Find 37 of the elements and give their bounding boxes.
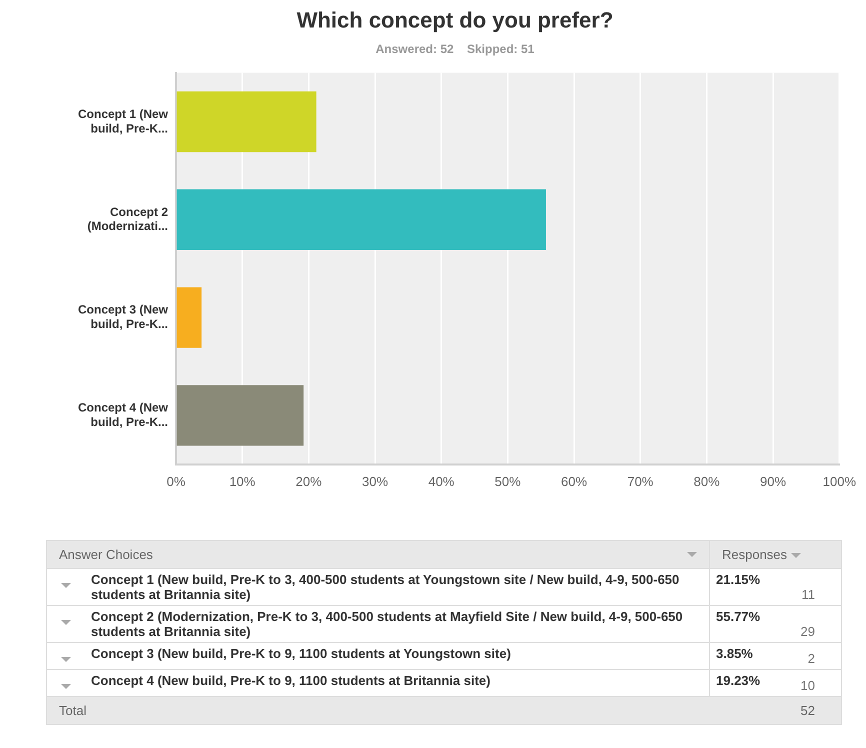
chart-title: Which concept do you prefer?	[296, 7, 614, 32]
text: 21.15%	[716, 572, 760, 587]
text: 3.85%	[716, 646, 753, 661]
text: Total	[59, 703, 86, 718]
y-tick-label: Concept 3 (New build, Pre-K...	[78, 302, 169, 332]
x-tick-label: 60%	[561, 474, 588, 489]
chart-subtitle: Answered: 52 Skipped: 51	[376, 42, 535, 56]
x-tick-label: 50%	[494, 474, 522, 489]
y-tick-label: Concept 4 (New build, Pre-K...	[78, 400, 169, 429]
x-tick-label: 40%	[428, 474, 455, 489]
x-tick-label: 0%	[166, 474, 186, 489]
bar	[176, 189, 546, 250]
x-tick-label: 20%	[296, 474, 322, 489]
text: Concept 4 (New build, Pre-K to 9, 1100 students at Britannia site)	[91, 673, 490, 688]
x-tick-label: 70%	[627, 474, 654, 489]
text: 11	[802, 587, 815, 602]
x-tick-label: 30%	[362, 474, 388, 489]
text: Responses	[722, 547, 788, 562]
text: 29	[800, 624, 815, 639]
x-tick-label: 90%	[760, 474, 786, 489]
text: Concept 1 (New build, Pre-K to 3, 400-500 students at Youngstown site / New build, 4-9, 500-650 students at Britannia site)	[91, 572, 680, 602]
x-tick-label: 100%	[822, 474, 856, 489]
text: 2	[808, 651, 815, 666]
text: 55.77%	[716, 609, 760, 624]
bar	[176, 91, 316, 152]
bar	[176, 287, 202, 348]
y-tick-label: Concept 2 (Modernizati...	[87, 204, 168, 234]
text: 52	[800, 703, 815, 718]
y-tick-label: Concept 1 (New build, Pre-K...	[78, 106, 169, 136]
x-tick-label: 80%	[694, 474, 720, 489]
text: Concept 2 (Modernization, Pre-K to 3, 400-500 students at Mayfield Site / New build, 4-9, 500-650 students at Britannia site)	[91, 609, 683, 639]
x-tick-label: 10%	[229, 474, 256, 489]
text: 19.23%	[716, 673, 760, 688]
text: 10	[800, 678, 815, 693]
bar	[176, 385, 304, 446]
text: Concept 3 (New build, Pre-K to 9, 1100 students at Youngstown site)	[91, 646, 511, 661]
text: Answer Choices	[59, 547, 153, 562]
